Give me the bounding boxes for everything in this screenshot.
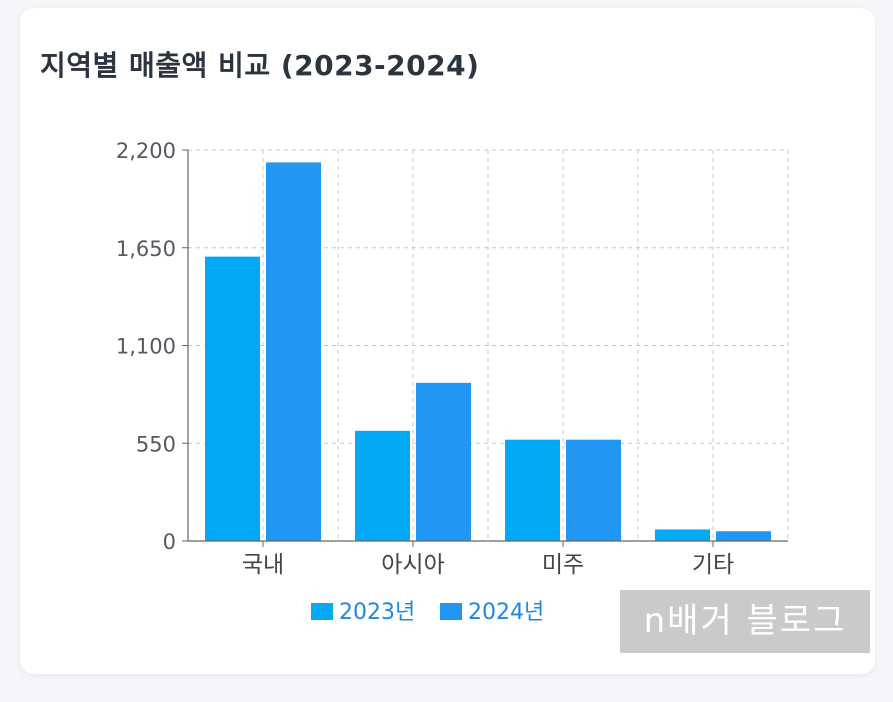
bar-2023 bbox=[655, 529, 710, 541]
axes bbox=[182, 149, 788, 547]
legend: 2023년 2024년 bbox=[311, 600, 544, 625]
bar-2023 bbox=[505, 439, 560, 541]
grid-lines bbox=[188, 149, 789, 541]
y-tick-label: 0 bbox=[163, 530, 176, 554]
x-tick-label: 아시아 bbox=[381, 552, 444, 578]
tick-labels: 0 550 1,100 1,650 2,200 국내 아시아 미주 기타 bbox=[116, 139, 734, 578]
y-tick-label: 1,100 bbox=[116, 335, 176, 359]
bar-2023 bbox=[355, 430, 410, 541]
x-tick-label: 기타 bbox=[692, 552, 734, 578]
bar-2024 bbox=[266, 162, 321, 541]
legend-swatch bbox=[311, 603, 333, 620]
legend-swatch bbox=[440, 603, 462, 620]
bar-2024 bbox=[716, 531, 771, 541]
bar-2024 bbox=[416, 382, 471, 541]
watermark: n배거 블로그 bbox=[620, 590, 870, 653]
y-tick-label: 1,650 bbox=[116, 237, 176, 261]
bars bbox=[205, 162, 771, 541]
bar-2023 bbox=[205, 256, 260, 541]
y-tick-label: 550 bbox=[136, 432, 176, 456]
x-tick-label: 미주 bbox=[542, 552, 584, 578]
bar-2024 bbox=[566, 439, 621, 541]
y-tick-label: 2,200 bbox=[116, 139, 176, 163]
chart-card bbox=[20, 8, 875, 674]
x-tick-label: 국내 bbox=[242, 552, 284, 578]
legend-label: 2024년 bbox=[468, 600, 544, 625]
chart-title: 지역별 매출액 비교 (2023-2024) bbox=[40, 49, 480, 82]
legend-label: 2023년 bbox=[339, 600, 415, 625]
